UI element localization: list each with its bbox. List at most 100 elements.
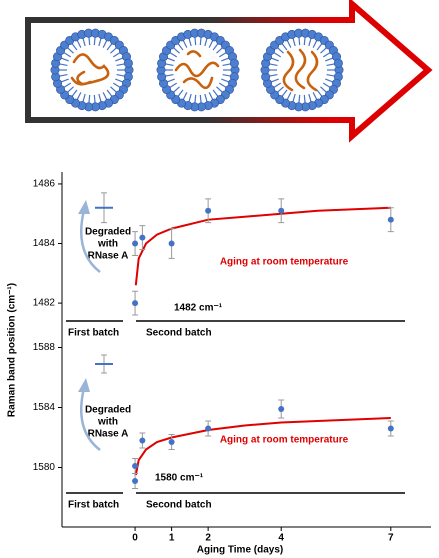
- lipid-head: [123, 58, 133, 68]
- y-tick-label: 1486: [33, 179, 56, 190]
- lipid-tail: [115, 78, 123, 83]
- data-point: [139, 437, 146, 444]
- lipid-tail: [116, 63, 125, 66]
- fit-line: [134, 417, 391, 476]
- fit-line: [134, 206, 391, 286]
- data-point: [132, 300, 139, 307]
- lipid-tail: [106, 89, 113, 97]
- lipid-tail: [173, 47, 180, 54]
- lipid-tail: [204, 38, 208, 47]
- lipid-tail: [212, 89, 219, 97]
- lipid-tail: [221, 78, 229, 83]
- lipid-tail: [102, 40, 108, 48]
- data-point: [278, 207, 285, 214]
- data-point: [278, 406, 285, 412]
- lipid-tail: [88, 94, 91, 103]
- lipid-tail: [188, 93, 192, 102]
- lipid-tail: [110, 47, 117, 54]
- lipid-tail: [208, 92, 214, 100]
- lipid-tail: [316, 43, 323, 51]
- liposome: [50, 28, 134, 112]
- lipid-tail: [177, 89, 184, 97]
- lipid-tail: [165, 63, 174, 66]
- lipid-tail: [273, 52, 282, 58]
- lipid-tail: [322, 82, 331, 88]
- lipid-tail: [194, 37, 197, 46]
- lipid-tail: [110, 86, 117, 93]
- liposome: [260, 28, 344, 112]
- lipid-tail: [98, 93, 102, 102]
- lipid-tail: [112, 52, 121, 58]
- lipid-tail: [182, 92, 188, 100]
- lipid-tail: [165, 74, 174, 77]
- lipid-tail: [269, 74, 278, 77]
- band-label: 1580 cm⁻¹: [155, 473, 204, 484]
- data-point: [168, 240, 175, 247]
- lipid-tail: [169, 82, 178, 88]
- lipid-tail: [59, 74, 68, 77]
- aging-note: Aging at room temperature: [220, 435, 349, 446]
- lipid-tail: [271, 78, 279, 83]
- aging-note: Aging at room temperature: [220, 257, 349, 268]
- lipid-tail: [216, 86, 223, 93]
- lipid-tail: [112, 82, 121, 88]
- chart: 1482 1484 1486 Raman band position (cm⁻¹) De…: [7, 172, 431, 556]
- second-batch-label: Second batch: [146, 328, 212, 339]
- x-tick-label: 2: [205, 533, 211, 544]
- lipid-tail: [269, 63, 278, 66]
- data-point: [139, 234, 146, 241]
- lipid-tail: [218, 82, 227, 88]
- lipid-tail: [308, 93, 312, 102]
- lipid-tail: [167, 78, 175, 83]
- lipid-tail: [76, 92, 82, 100]
- degraded-note: Degraded: [85, 227, 131, 238]
- data-point: [205, 207, 212, 214]
- lipid-tail: [216, 47, 223, 54]
- lipid-tail: [93, 94, 96, 103]
- lipid-tail: [281, 43, 288, 51]
- lipid-tail: [115, 57, 123, 62]
- data-point: [132, 463, 139, 469]
- lipid-tail: [93, 37, 96, 46]
- lipid-tail: [199, 37, 202, 46]
- lipid-tail: [222, 74, 231, 77]
- lipid-tail: [63, 82, 72, 88]
- data-point: [132, 478, 139, 484]
- lipid-tail: [316, 89, 323, 97]
- lipid-tail: [61, 78, 69, 83]
- lipid-tail: [320, 47, 327, 54]
- lipid-tail: [194, 94, 197, 103]
- lipid-tail: [63, 52, 72, 58]
- lipid-tail: [277, 47, 284, 54]
- lipid-tail: [298, 37, 301, 46]
- first-batch-label: First batch: [68, 500, 119, 511]
- y-tick-label: 1584: [33, 402, 56, 413]
- lipid-tail: [212, 43, 219, 51]
- lipid-tail: [222, 63, 231, 66]
- data-point: [132, 240, 139, 247]
- lipid-tail: [173, 86, 180, 93]
- data-point: [387, 425, 394, 432]
- y-tick-label: 1580: [33, 462, 56, 473]
- lipid-tail: [82, 38, 86, 47]
- x-tick-label: 4: [278, 533, 284, 544]
- lipid-tail: [177, 43, 184, 51]
- note-arrow: [80, 387, 101, 451]
- lipid-tail: [281, 89, 288, 97]
- y-tick-label: 1484: [33, 238, 56, 249]
- degraded-note: RNase A: [88, 429, 129, 440]
- x-axis-label: Aging Time (days): [197, 545, 284, 556]
- lipid-tail: [298, 94, 301, 103]
- lipid-tail: [292, 38, 296, 47]
- lipid-tail: [326, 63, 335, 66]
- lipid-head: [229, 58, 239, 68]
- first-batch-label: First batch: [68, 328, 119, 339]
- lipid-tail: [322, 52, 331, 58]
- lipid-tail: [167, 57, 175, 62]
- lipid-tail: [71, 89, 78, 97]
- rna: [70, 53, 110, 86]
- lipid-tail: [71, 43, 78, 51]
- lipid-tail: [218, 52, 227, 58]
- aging-arrow: [25, 0, 433, 143]
